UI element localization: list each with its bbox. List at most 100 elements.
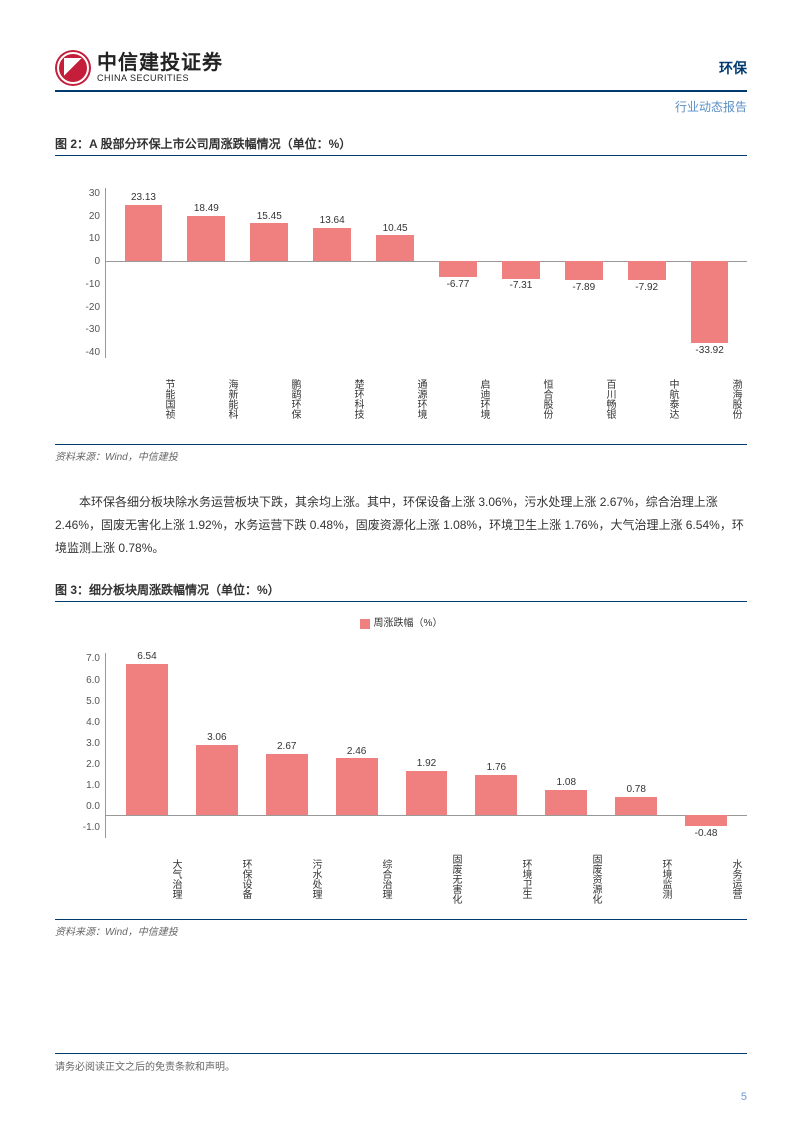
bar-value-label: -33.92 <box>678 345 741 356</box>
x-label: 节能国祯 <box>111 364 174 434</box>
y-tick: 5.0 <box>55 696 100 707</box>
bar-column: 2.46 <box>322 653 392 838</box>
y-tick: 30 <box>55 188 100 199</box>
fig2-title: 图 2：A 股部分环保上市公司周涨跌幅情况（单位：%） <box>55 135 747 156</box>
fig3-legend: 周涨跌幅（%） <box>55 614 747 629</box>
bar-value-label: 2.46 <box>322 746 392 757</box>
y-tick: 6.0 <box>55 675 100 686</box>
page-header: 中信建投证券 CHINA SECURITIES 环保 <box>55 50 747 92</box>
bar-value-label: -7.92 <box>615 282 678 293</box>
bar <box>545 790 587 815</box>
company-logo-icon <box>55 50 91 86</box>
logo-text: 中信建投证券 CHINA SECURITIES <box>97 52 223 84</box>
bar-value-label: 3.06 <box>182 732 252 743</box>
bar-column: -7.31 <box>489 188 552 358</box>
bar-column: 13.64 <box>301 188 364 358</box>
bar-value-label: 6.54 <box>112 651 182 662</box>
bar-value-label: 15.45 <box>238 211 301 222</box>
bar <box>502 261 540 279</box>
x-label: 综合治理 <box>321 844 391 914</box>
fig3-y-axis: 7.06.05.04.03.02.01.00.0-1.0 <box>55 653 100 833</box>
bar-value-label: 0.78 <box>601 784 671 795</box>
sector-label: 环保 <box>719 58 747 78</box>
bar-column: 3.06 <box>182 653 252 838</box>
x-label: 恒合股份 <box>489 364 552 434</box>
bar-column: -7.89 <box>552 188 615 358</box>
bar-column: -6.77 <box>427 188 490 358</box>
bar <box>475 775 517 816</box>
x-label: 大气治理 <box>111 844 181 914</box>
legend-label: 周涨跌幅（%） <box>374 618 443 629</box>
fig3-bars: 6.54 3.062.672.461.921.761.080.78 -0.48 <box>106 653 747 838</box>
bar-column: -7.92 <box>615 188 678 358</box>
bar <box>691 261 729 343</box>
logo-en: CHINA SECURITIES <box>97 74 223 84</box>
bar-column: 2.67 <box>252 653 322 838</box>
bar-value-label: 18.49 <box>175 203 238 214</box>
bar <box>439 261 477 277</box>
fig2-source: 资料来源：Wind，中信建投 <box>55 444 747 463</box>
x-label: 通源环境 <box>363 364 426 434</box>
x-label: 楚环科技 <box>300 364 363 434</box>
fig2-y-axis: 3020100-10-20-30-40 <box>55 188 100 358</box>
x-label: 启迪环境 <box>426 364 489 434</box>
bar-column: 1.92 <box>392 653 462 838</box>
x-label: 固废资源化 <box>531 844 601 914</box>
fig3-chart: 7.06.05.04.03.02.01.00.0-1.0 6.543.062.6… <box>55 633 747 913</box>
bar-value-label: 23.13 <box>112 192 175 203</box>
bar-column: 1.08 <box>531 653 601 838</box>
bar <box>266 754 308 816</box>
y-tick: -20 <box>55 302 100 313</box>
y-tick: -1.0 <box>55 822 100 833</box>
body-paragraph: 本环保各细分板块除水务运营板块下跌，其余均上涨。其中，环保设备上涨 3.06%，… <box>55 491 747 559</box>
x-label: 固废无害化 <box>391 844 461 914</box>
fig2-chart: 3020100-10-20-30-40 23.1318.4915.4513.64… <box>55 168 747 438</box>
y-tick: 7.0 <box>55 653 100 664</box>
page-number: 5 <box>55 1091 747 1103</box>
y-tick: -40 <box>55 347 100 358</box>
y-tick: 0 <box>55 256 100 267</box>
x-label: 水务运营 <box>671 844 741 914</box>
y-tick: 0.0 <box>55 801 100 812</box>
bar-value-label: 1.92 <box>392 758 462 769</box>
bar-value-label: 13.64 <box>301 215 364 226</box>
bar-column: 0.78 <box>601 653 671 838</box>
fig2-plot: 23.1318.4915.4513.6410.45-6.77-7.31-7.89… <box>105 188 747 358</box>
bar <box>187 216 225 261</box>
bar-value-label: 1.08 <box>531 777 601 788</box>
fig2-x-labels: 节能国祯海新能科鹏鹞环保楚环科技通源环境启迪环境恒合股份百川畅银中航泰达渤海股份 <box>105 358 747 434</box>
x-label: 污水处理 <box>251 844 321 914</box>
y-tick: 10 <box>55 233 100 244</box>
fig3-plot: 6.54 3.062.672.461.921.761.080.78 -0.48 <box>105 653 747 838</box>
bar-value-label: 2.67 <box>252 741 322 752</box>
legend-swatch <box>360 619 370 629</box>
x-label: 渤海股份 <box>678 364 741 434</box>
x-label: 环境监测 <box>601 844 671 914</box>
bar-column: 6.54 <box>112 653 182 838</box>
x-label: 鹏鹞环保 <box>237 364 300 434</box>
bar-column: 23.13 <box>112 188 175 358</box>
bar <box>628 261 666 280</box>
bar-value-label: -7.31 <box>489 280 552 291</box>
bar <box>615 797 657 815</box>
page-footer: 请务必阅读正文之后的免责条款和声明。 5 <box>55 1053 747 1103</box>
bar-value-label: 1.76 <box>461 762 531 773</box>
bar-column: -33.92 <box>678 188 741 358</box>
bar-value-label: -6.77 <box>427 279 490 290</box>
bar <box>196 745 238 816</box>
bar-column: -0.48 <box>671 653 741 838</box>
x-label: 百川畅银 <box>552 364 615 434</box>
bar-column: 18.49 <box>175 188 238 358</box>
disclaimer: 请务必阅读正文之后的免责条款和声明。 <box>55 1053 747 1073</box>
bar <box>126 664 168 815</box>
logo-cn: 中信建投证券 <box>97 52 223 74</box>
y-tick: 4.0 <box>55 717 100 728</box>
fig3-source: 资料来源：Wind，中信建投 <box>55 919 747 938</box>
logo-block: 中信建投证券 CHINA SECURITIES <box>55 50 223 86</box>
fig3-title: 图 3：细分板块周涨跌幅情况（单位：%） <box>55 581 747 602</box>
bar-value-label: -0.48 <box>671 828 741 839</box>
bar-column: 1.76 <box>461 653 531 838</box>
bar-column: 15.45 <box>238 188 301 358</box>
bar <box>125 205 163 261</box>
y-tick: 2.0 <box>55 759 100 770</box>
